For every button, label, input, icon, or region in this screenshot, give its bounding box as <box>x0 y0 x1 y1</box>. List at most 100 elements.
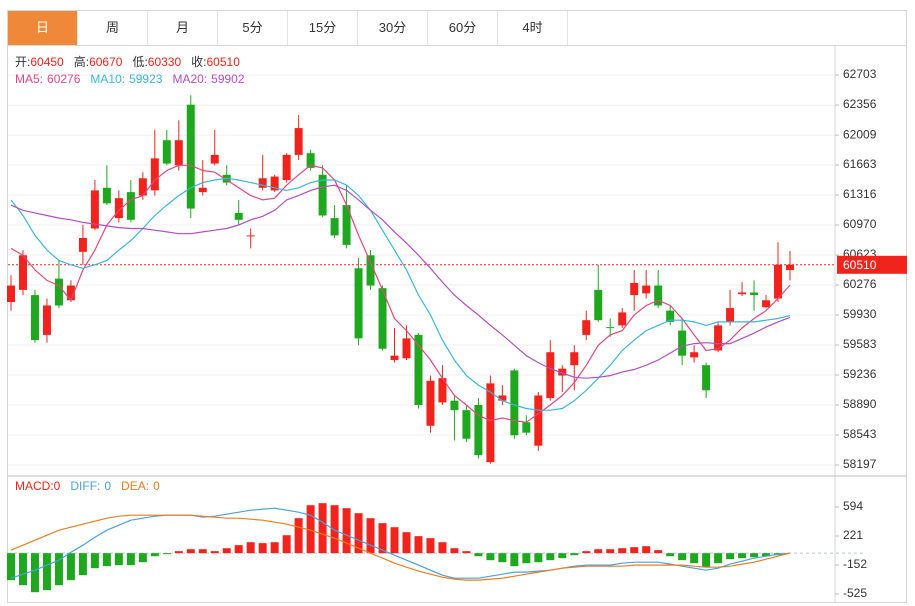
macd-bar <box>654 550 663 554</box>
macd-bar <box>162 553 171 555</box>
macd-bar <box>234 545 243 554</box>
y-tick-label: -152 <box>843 557 867 571</box>
candle-body <box>186 104 195 209</box>
candle-body <box>606 327 615 329</box>
macd-bar <box>558 553 567 559</box>
legend-value: 60670 <box>89 55 123 69</box>
legend: 开:60450 高:60670 低:60330 收:60510 <box>15 54 240 69</box>
ma-line <box>10 164 791 423</box>
macd-bar <box>462 551 471 554</box>
candle-body <box>234 212 243 220</box>
candle-body <box>138 178 147 196</box>
macd-bar <box>630 547 639 554</box>
macd-bar <box>282 535 291 554</box>
candle-body <box>174 140 183 166</box>
candle-body <box>462 410 471 439</box>
period-tabs: 日周月 5分 15分 30分 60分 4时 <box>8 11 568 45</box>
legend-value: 60450 <box>30 55 64 69</box>
ma-line <box>10 184 791 379</box>
candle-body <box>390 355 399 360</box>
period-tab[interactable]: 15分 <box>288 11 358 45</box>
legend-label: DEA: <box>121 479 149 493</box>
candle-body <box>522 422 531 433</box>
period-tab[interactable]: 60分 <box>428 11 498 45</box>
candle-body <box>510 370 519 436</box>
macd-bar <box>7 553 15 581</box>
legend-label: MA5: <box>15 72 43 86</box>
period-tab[interactable]: 30分 <box>358 11 428 45</box>
candle-body <box>306 153 315 168</box>
macd-bar <box>54 553 63 586</box>
legend-label: 收: <box>191 55 206 69</box>
candle-body <box>258 178 267 188</box>
candle-body <box>246 235 255 237</box>
macd-bar <box>426 538 435 554</box>
legend-label: 低: <box>132 55 147 69</box>
macd-bar <box>30 553 39 593</box>
macd-bar <box>330 505 339 554</box>
macd-bar <box>714 553 723 564</box>
macd-bar <box>690 553 699 564</box>
macd-bar <box>186 549 195 554</box>
macd-bar <box>138 553 147 563</box>
macd-bar <box>726 553 735 560</box>
legend-value: 0 <box>54 479 61 493</box>
period-tab[interactable]: 周 <box>78 11 148 45</box>
macd-bar <box>534 553 543 563</box>
macd-bar <box>666 553 675 557</box>
macd-bar <box>438 542 447 554</box>
candle-body <box>666 310 675 322</box>
macd-bar <box>546 553 555 561</box>
candle-body <box>378 288 387 349</box>
macd-bar <box>510 553 519 567</box>
macd-bar <box>378 523 387 554</box>
candle-body <box>414 334 423 405</box>
legend: MACD:0 DIFF: 0 DEA: 0 <box>15 479 160 493</box>
period-tab[interactable]: 月 <box>148 11 218 45</box>
candle-body <box>270 176 279 191</box>
macd-bar <box>270 542 279 554</box>
macd-bar <box>174 551 183 554</box>
candle-body <box>594 289 603 321</box>
macd-bar <box>402 532 411 554</box>
candle-body <box>630 282 639 296</box>
macd-bar <box>306 505 315 554</box>
candle-body <box>726 308 735 322</box>
candle-body <box>498 395 507 401</box>
candle-body <box>738 292 747 295</box>
macd-bar <box>702 553 711 568</box>
macd-bar <box>246 542 255 554</box>
y-tick-label: 59930 <box>843 307 877 321</box>
price-tag-label: 60510 <box>843 258 877 272</box>
y-tick-label: 59583 <box>843 337 877 351</box>
candle-body <box>162 140 171 164</box>
candle-body <box>642 285 651 294</box>
period-tab[interactable]: 5分 <box>218 11 288 45</box>
macd-bar <box>582 551 591 554</box>
period-tab[interactable]: 日 <box>8 11 78 45</box>
legend-label: DIFF: <box>70 479 100 493</box>
candle-body <box>618 312 627 326</box>
candle-body <box>450 400 459 411</box>
y-tick-label: 59236 <box>843 367 877 381</box>
candle-body <box>54 278 63 306</box>
candle-body <box>426 380 435 426</box>
candle-body <box>486 383 495 463</box>
candle-body <box>402 338 411 359</box>
candle-body <box>330 218 339 236</box>
legend-value: 60510 <box>207 55 241 69</box>
candle-body <box>534 395 543 446</box>
macd-bar <box>570 553 579 556</box>
candle-body <box>318 174 327 216</box>
candle-body <box>654 285 663 306</box>
period-tab[interactable]: 4时 <box>498 11 568 45</box>
macd-bar <box>522 553 531 564</box>
y-tick-label: 58197 <box>843 457 877 471</box>
macd-bar <box>318 503 327 554</box>
macd-bar <box>210 551 219 554</box>
macd-bar <box>90 553 99 569</box>
macd-line <box>10 514 791 581</box>
candle-body <box>42 305 51 335</box>
